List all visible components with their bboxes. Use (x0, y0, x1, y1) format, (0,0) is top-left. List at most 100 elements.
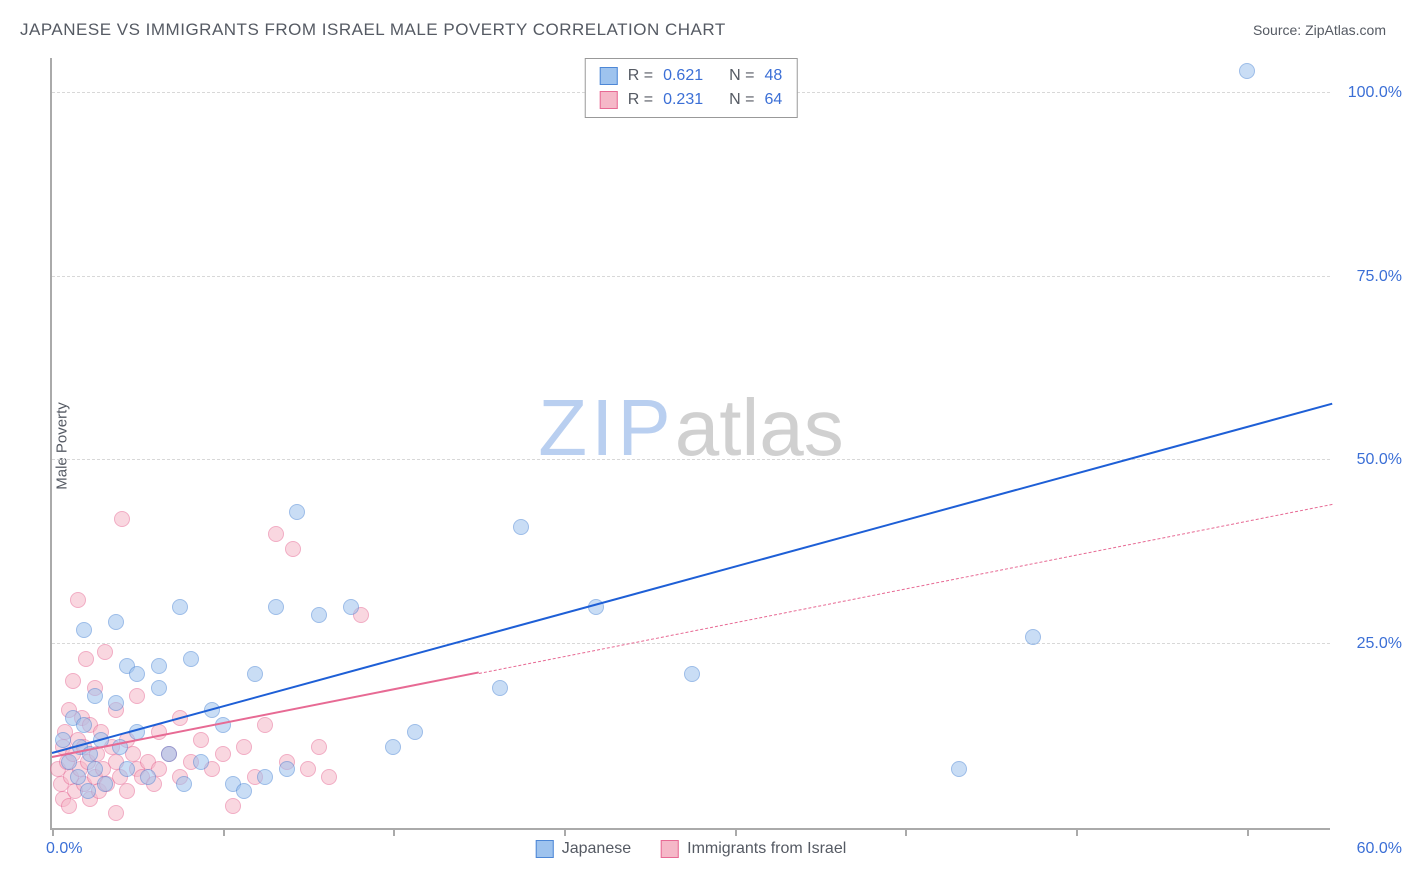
scatter-point (151, 724, 167, 740)
legend-series-label: Immigrants from Israel (687, 840, 846, 858)
scatter-point (268, 526, 284, 542)
gridline (52, 276, 1330, 277)
scatter-point (1025, 629, 1041, 645)
legend-swatch (661, 840, 679, 858)
trend-line (52, 403, 1333, 754)
x-tick (905, 828, 907, 836)
scatter-point (183, 651, 199, 667)
scatter-point (321, 769, 337, 785)
scatter-point (119, 761, 135, 777)
scatter-point (76, 622, 92, 638)
legend-swatch (600, 91, 618, 109)
scatter-point (119, 783, 135, 799)
scatter-point (129, 666, 145, 682)
scatter-point (108, 805, 124, 821)
scatter-point (78, 651, 94, 667)
legend-r-label: R = (628, 88, 653, 112)
scatter-point (385, 739, 401, 755)
legend-series-item: Japanese (536, 840, 631, 858)
scatter-point (70, 769, 86, 785)
legend-n-label: N = (729, 88, 754, 112)
y-tick-label: 25.0% (1357, 635, 1402, 653)
legend-swatch (536, 840, 554, 858)
scatter-point (61, 798, 77, 814)
x-tick (564, 828, 566, 836)
watermark-part2: atlas (675, 383, 844, 472)
scatter-point (151, 658, 167, 674)
scatter-point (176, 776, 192, 792)
scatter-point (407, 724, 423, 740)
scatter-point (513, 519, 529, 535)
y-tick-label: 75.0% (1357, 268, 1402, 286)
chart-title: JAPANESE VS IMMIGRANTS FROM ISRAEL MALE … (20, 20, 726, 40)
legend-series-item: Immigrants from Israel (661, 840, 846, 858)
scatter-point (65, 673, 81, 689)
x-tick (393, 828, 395, 836)
trend-line (479, 504, 1333, 674)
scatter-point (193, 754, 209, 770)
y-tick-label: 50.0% (1357, 451, 1402, 469)
legend-n-value: 48 (764, 64, 782, 88)
scatter-point (300, 761, 316, 777)
scatter-point (97, 644, 113, 660)
scatter-point (236, 783, 252, 799)
scatter-point (55, 732, 71, 748)
gridline (52, 643, 1330, 644)
x-tick (223, 828, 225, 836)
scatter-point (108, 695, 124, 711)
scatter-point (492, 680, 508, 696)
scatter-point (215, 746, 231, 762)
plot-area: ZIPatlas R =0.621N =48R =0.231N =64 Japa… (50, 58, 1330, 830)
scatter-point (311, 739, 327, 755)
scatter-point (247, 666, 263, 682)
scatter-point (97, 776, 113, 792)
scatter-point (87, 688, 103, 704)
scatter-point (951, 761, 967, 777)
scatter-point (172, 599, 188, 615)
scatter-point (684, 666, 700, 682)
scatter-point (61, 754, 77, 770)
scatter-point (129, 688, 145, 704)
legend-r-value: 0.231 (663, 88, 703, 112)
scatter-point (236, 739, 252, 755)
legend-r-value: 0.621 (663, 64, 703, 88)
scatter-point (80, 783, 96, 799)
scatter-point (343, 599, 359, 615)
scatter-point (1239, 63, 1255, 79)
x-tick (52, 828, 54, 836)
scatter-point (225, 798, 241, 814)
x-tick (1247, 828, 1249, 836)
gridline (52, 459, 1330, 460)
source-prefix: Source: (1253, 22, 1305, 38)
legend-swatch (600, 67, 618, 85)
scatter-point (70, 592, 86, 608)
scatter-point (268, 599, 284, 615)
scatter-point (140, 769, 156, 785)
source-name: ZipAtlas.com (1305, 22, 1386, 38)
scatter-point (193, 732, 209, 748)
legend-n-label: N = (729, 64, 754, 88)
scatter-point (108, 614, 124, 630)
chart-container: JAPANESE VS IMMIGRANTS FROM ISRAEL MALE … (0, 0, 1406, 892)
legend-series-label: Japanese (562, 840, 631, 858)
y-tick-label: 100.0% (1348, 84, 1402, 102)
watermark-part1: ZIP (538, 383, 674, 472)
x-tick-label: 60.0% (1357, 840, 1402, 858)
scatter-point (285, 541, 301, 557)
scatter-point (151, 680, 167, 696)
x-tick (1076, 828, 1078, 836)
legend-stat-row: R =0.231N =64 (600, 88, 783, 112)
legend-stats: R =0.621N =48R =0.231N =64 (585, 58, 798, 118)
scatter-point (87, 761, 103, 777)
scatter-point (161, 746, 177, 762)
scatter-point (257, 717, 273, 733)
legend-r-label: R = (628, 64, 653, 88)
scatter-point (114, 511, 130, 527)
source-attribution: Source: ZipAtlas.com (1253, 22, 1386, 38)
legend-stat-row: R = 0.621 N = 48 (600, 64, 783, 88)
scatter-point (279, 761, 295, 777)
x-tick-label: 0.0% (46, 840, 82, 858)
scatter-point (311, 607, 327, 623)
scatter-point (257, 769, 273, 785)
scatter-point (289, 504, 305, 520)
